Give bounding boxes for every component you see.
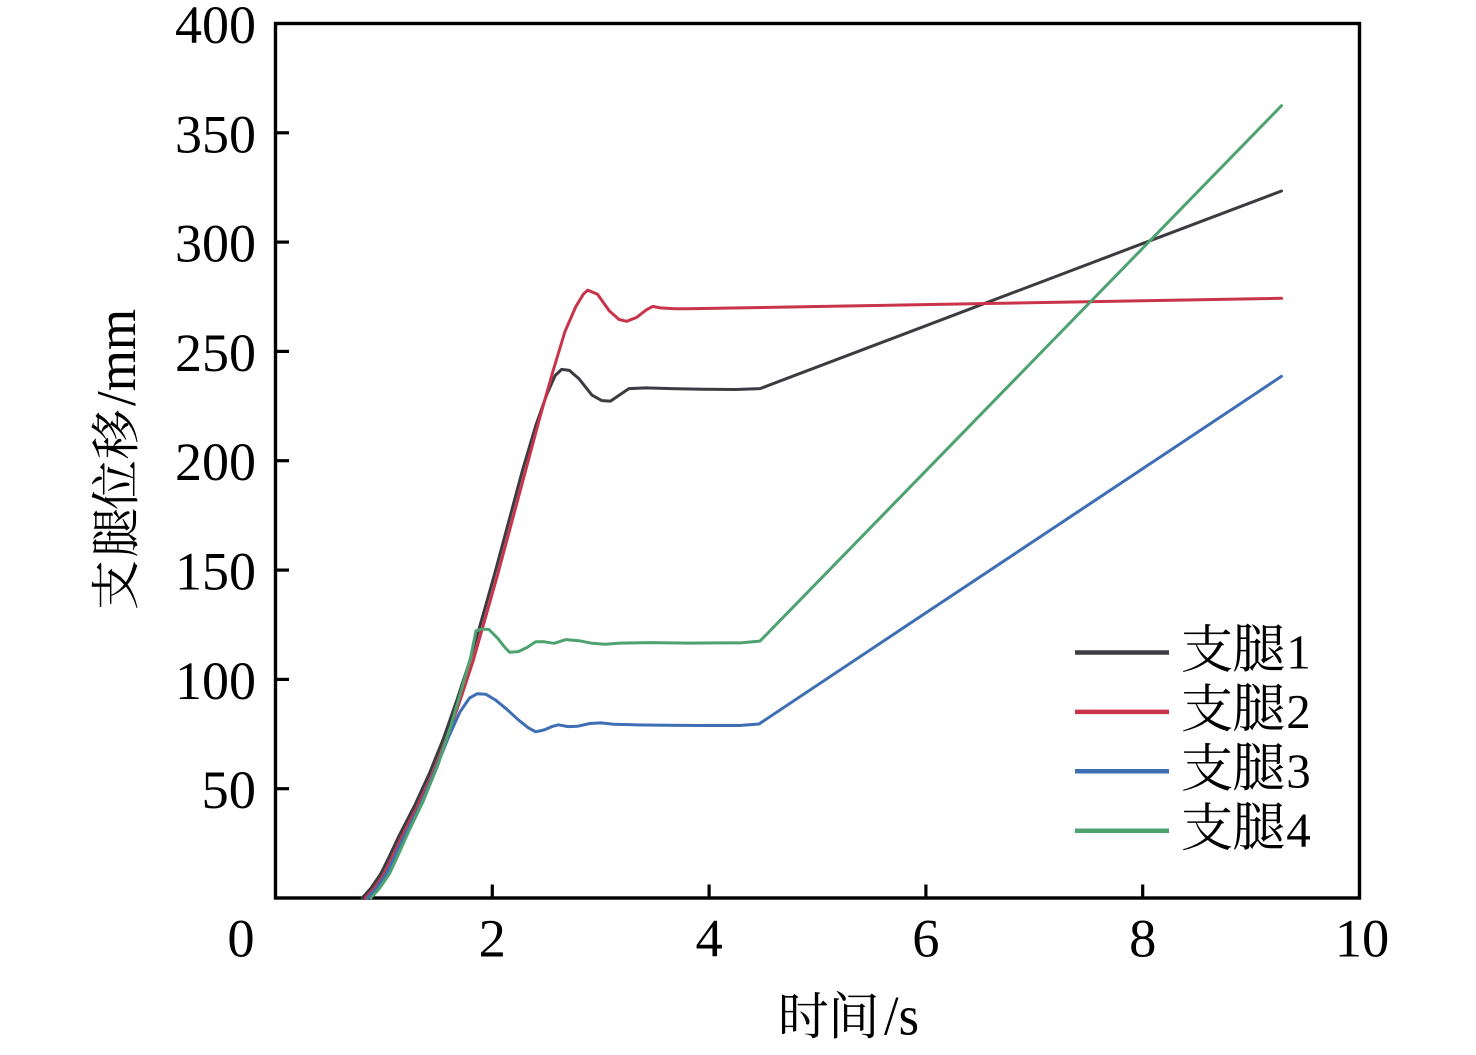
svg-text:6: 6: [912, 908, 939, 969]
svg-text:1: 1: [1286, 625, 1311, 680]
svg-text:/s: /s: [884, 986, 919, 1048]
svg-text:200: 200: [175, 431, 256, 492]
svg-text:300: 300: [175, 213, 256, 274]
svg-text:250: 250: [175, 322, 256, 383]
svg-text:350: 350: [175, 103, 256, 164]
svg-text:400: 400: [175, 0, 256, 55]
svg-text:10: 10: [1335, 908, 1390, 969]
svg-text:100: 100: [175, 650, 256, 711]
svg-text:2: 2: [1286, 684, 1311, 739]
svg-text:2: 2: [479, 908, 506, 969]
svg-text:8: 8: [1129, 908, 1156, 969]
svg-text:0: 0: [227, 908, 254, 969]
svg-text:/mm: /mm: [86, 309, 148, 406]
svg-text:50: 50: [202, 759, 257, 820]
svg-text:4: 4: [1286, 803, 1311, 858]
svg-text:4: 4: [695, 908, 722, 969]
svg-text:3: 3: [1286, 743, 1311, 798]
svg-text:150: 150: [175, 541, 256, 602]
